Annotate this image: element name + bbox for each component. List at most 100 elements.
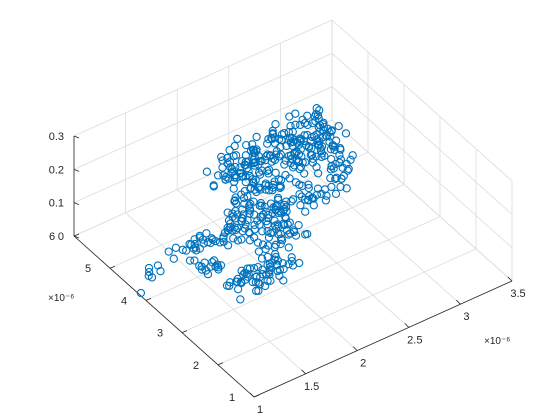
y-exponent-label: ×10⁻⁶ (48, 293, 74, 304)
data-point (254, 247, 264, 256)
data-point (241, 275, 250, 284)
data-point (294, 140, 304, 149)
grid-line (73, 52, 333, 170)
data-point (225, 146, 234, 155)
data-point (273, 256, 283, 265)
grid-line (73, 86, 333, 204)
tick-labels: 1 1.5 2 2.5 3 3.5 1 2 3 4 5 6 0 0.1 0.2 0.3 (49, 131, 526, 416)
axes (73, 135, 513, 398)
x-tick-label: 3.5 (510, 288, 525, 300)
data-point (298, 158, 307, 167)
data-point (331, 189, 341, 198)
data-point (315, 137, 324, 146)
data-point (327, 127, 336, 136)
data-point (264, 268, 274, 277)
data-point (334, 121, 343, 131)
data-point (237, 172, 246, 181)
data-point (248, 140, 257, 149)
data-point (331, 136, 341, 145)
data-point (255, 170, 265, 179)
data-point (222, 281, 232, 290)
data-point (241, 177, 250, 187)
data-point (336, 145, 345, 154)
data-point (156, 267, 165, 276)
z-tick-mark (73, 168, 80, 172)
y-tick-label: 2 (193, 360, 199, 372)
data-point (233, 277, 242, 286)
data-point (331, 174, 340, 184)
data-point (285, 218, 294, 227)
data-point (288, 127, 297, 136)
x-tick-label: 2 (360, 358, 366, 370)
data-point (236, 295, 245, 304)
data-point (268, 186, 277, 195)
data-point (346, 155, 355, 164)
data-point (298, 115, 307, 124)
data-point (280, 205, 289, 214)
data-point (218, 163, 227, 172)
data-point (268, 134, 277, 144)
data-point (213, 171, 223, 180)
data-point (275, 181, 284, 190)
y-tick-mark (73, 233, 80, 237)
x-exponent-label: ×10⁻⁶ (484, 336, 510, 347)
data-point (190, 256, 199, 265)
grid-line (176, 189, 358, 351)
data-point (343, 166, 352, 175)
data-point (276, 234, 286, 243)
z-tick-mark (73, 135, 80, 139)
x-tick-mark (507, 276, 513, 282)
x-tick-mark (301, 369, 306, 375)
data-point (306, 150, 315, 160)
data-point (245, 236, 255, 245)
y-tick-label: 1 (229, 392, 235, 404)
data-point (300, 169, 309, 178)
data-point (264, 210, 273, 220)
data-point (240, 199, 249, 208)
data-point (263, 139, 272, 148)
data-point (256, 185, 265, 194)
data-point (279, 276, 288, 285)
data-point (279, 264, 288, 274)
data-point (303, 111, 312, 120)
data-point (228, 209, 237, 218)
data-point (281, 170, 290, 180)
z-tick-label: 0 (58, 231, 64, 243)
data-point (271, 206, 280, 215)
data-point (217, 152, 226, 162)
data-point (322, 191, 331, 200)
x-tick-label: 1 (257, 404, 263, 416)
data-point (225, 157, 235, 166)
data-point (239, 270, 248, 279)
data-point (199, 239, 208, 248)
y-tick-label: 5 (85, 263, 91, 275)
grid-line (125, 212, 306, 375)
data-point (291, 231, 301, 240)
data-point (296, 120, 305, 130)
data-points (136, 104, 357, 304)
data-point (304, 180, 313, 189)
data-point (326, 173, 335, 183)
data-point (229, 234, 238, 243)
data-point (271, 240, 280, 249)
data-point (320, 185, 330, 194)
data-point (250, 210, 259, 219)
data-point (290, 150, 299, 159)
z-tick-mark (73, 235, 80, 239)
data-point (202, 229, 211, 238)
data-point (274, 208, 283, 218)
y-tick-label: 6 (49, 231, 55, 243)
x-tick-mark (456, 299, 461, 305)
data-point (243, 215, 252, 225)
data-point (335, 150, 344, 160)
data-point (296, 134, 305, 143)
data-point (336, 182, 345, 191)
data-point (274, 195, 283, 204)
data-point (147, 273, 157, 282)
x-tick-label: 2.5 (407, 334, 422, 346)
data-point (249, 233, 259, 242)
data-point (337, 174, 346, 183)
data-point (254, 286, 263, 295)
data-point (348, 151, 357, 160)
